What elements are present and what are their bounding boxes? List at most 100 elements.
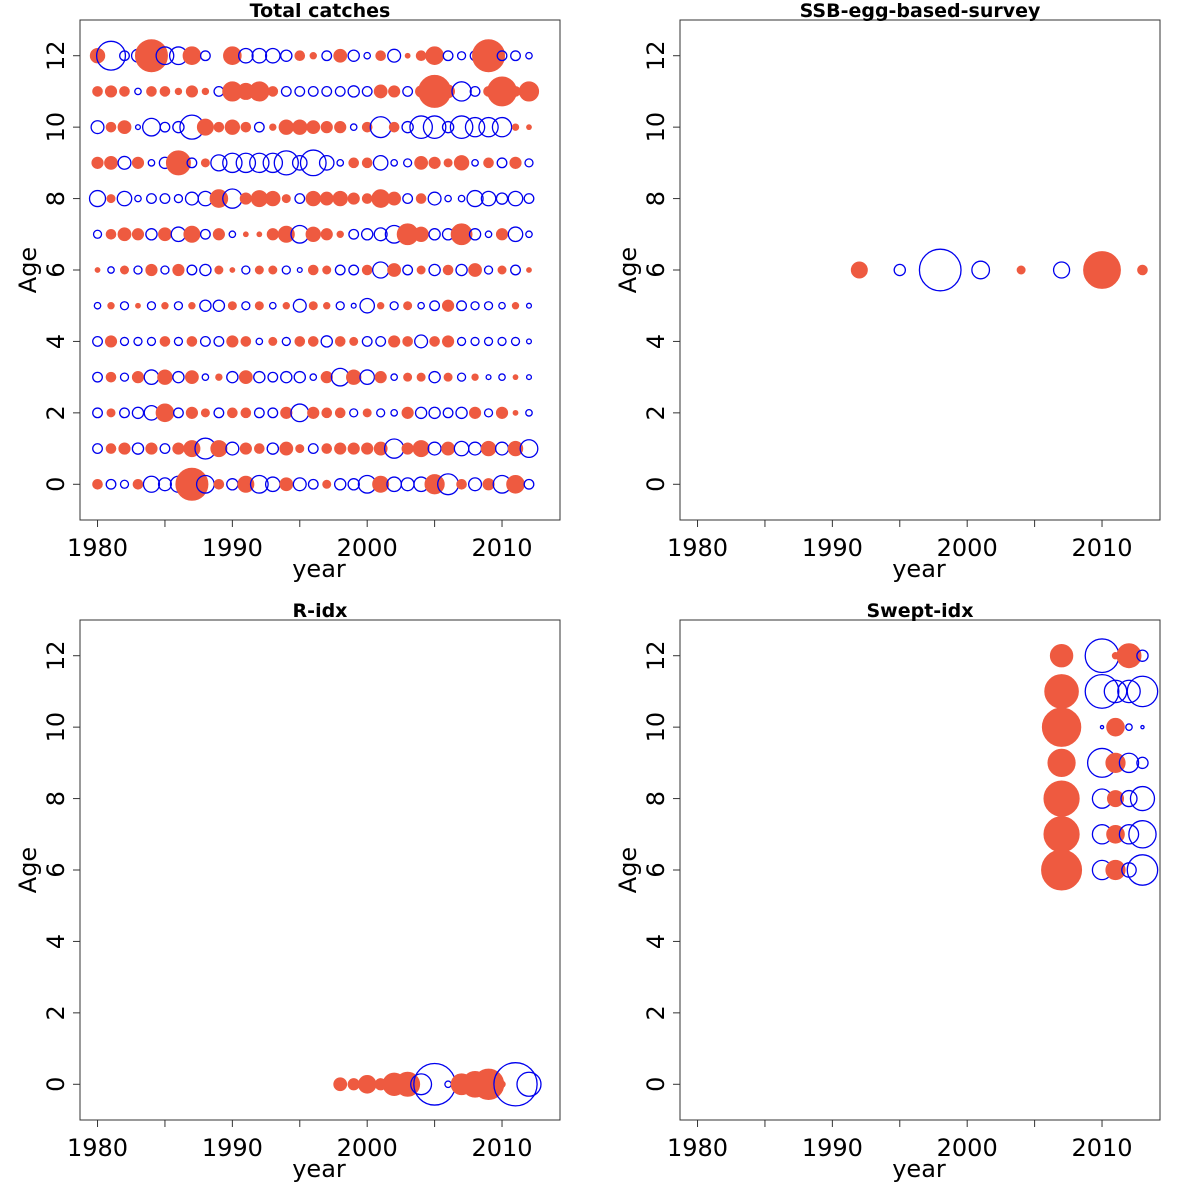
positive-residual-bubble — [373, 441, 388, 456]
negative-residual-bubble — [213, 335, 225, 347]
negative-residual-bubble — [456, 336, 467, 347]
positive-residual-bubble — [105, 371, 117, 383]
negative-residual-bubble — [389, 301, 399, 311]
negative-residual-bubble — [428, 406, 441, 420]
negative-residual-bubble — [133, 336, 143, 347]
negative-residual-bubble — [470, 336, 480, 347]
y-axis-label: Age — [614, 847, 642, 893]
negative-residual-bubble — [417, 301, 425, 310]
negative-residual-bubble — [1140, 724, 1145, 730]
y-tick-label: 6 — [42, 862, 70, 877]
positive-residual-bubble — [1044, 674, 1079, 709]
negative-residual-bubble — [290, 403, 310, 423]
negative-residual-bubble — [119, 372, 130, 382]
positive-residual-bubble — [441, 335, 455, 348]
negative-residual-bubble — [464, 116, 486, 138]
positive-residual-bubble — [294, 336, 306, 347]
negative-residual-bubble — [155, 46, 175, 66]
positive-residual-bubble — [172, 442, 185, 455]
negative-residual-bubble — [483, 408, 494, 418]
positive-residual-bubble — [498, 1080, 506, 1088]
negative-residual-bubble — [453, 440, 470, 457]
positive-residual-bubble — [507, 440, 524, 457]
negative-residual-bubble — [372, 155, 389, 171]
positive-residual-bubble — [92, 86, 103, 97]
negative-residual-bubble — [117, 155, 132, 170]
negative-residual-bubble — [172, 370, 185, 384]
y-tick-label: 4 — [42, 334, 70, 349]
positive-residual-bubble — [200, 408, 210, 418]
negative-residual-bubble — [1125, 723, 1133, 731]
bubble-group — [850, 248, 1148, 292]
x-tick-label: 1980 — [67, 1134, 128, 1162]
positive-residual-bubble — [254, 443, 265, 454]
negative-residual-bubble — [90, 120, 105, 135]
positive-residual-bubble — [401, 406, 414, 419]
negative-residual-bubble — [146, 301, 157, 311]
negative-residual-bubble — [402, 264, 414, 276]
positive-residual-bubble — [1105, 859, 1126, 881]
negative-residual-bubble — [893, 263, 907, 277]
positive-residual-bubble — [172, 263, 185, 277]
positive-residual-bubble — [105, 121, 117, 133]
negative-residual-bubble — [280, 49, 293, 62]
positive-residual-bubble — [131, 228, 145, 241]
negative-residual-bubble — [348, 228, 360, 240]
positive-residual-bubble — [294, 50, 306, 62]
positive-residual-bubble — [155, 403, 175, 423]
negative-residual-bubble — [498, 301, 506, 310]
positive-residual-bubble — [483, 157, 494, 169]
negative-residual-bubble — [266, 442, 280, 455]
negative-residual-bubble — [199, 50, 211, 62]
positive-residual-bubble — [1107, 790, 1125, 808]
positive-residual-bubble — [292, 119, 308, 135]
positive-residual-bubble — [441, 84, 455, 99]
negative-residual-bubble — [402, 158, 413, 168]
negative-residual-bubble — [524, 158, 534, 168]
positive-residual-bubble — [512, 409, 519, 416]
y-tick-label: 12 — [42, 40, 70, 71]
positive-residual-bubble — [268, 265, 278, 275]
negative-residual-bubble — [134, 87, 142, 96]
negative-residual-bubble — [92, 335, 103, 347]
negative-residual-bubble — [134, 194, 142, 203]
positive-residual-bubble — [320, 371, 333, 384]
positive-residual-bubble — [441, 441, 455, 456]
positive-residual-bubble — [132, 478, 144, 490]
panel-title: Swept-idx — [866, 600, 973, 622]
negative-residual-bubble — [307, 478, 319, 490]
positive-residual-bubble — [371, 189, 390, 208]
negative-residual-bubble — [498, 373, 506, 381]
positive-residual-bubble — [105, 228, 117, 240]
positive-residual-bubble — [403, 372, 413, 382]
positive-residual-bubble — [374, 371, 387, 384]
negative-residual-bubble — [350, 302, 357, 309]
negative-residual-bubble — [402, 193, 414, 205]
positive-residual-bubble — [183, 225, 201, 243]
y-tick-label: 0 — [42, 477, 70, 492]
negative-residual-bubble — [456, 300, 468, 312]
negative-residual-bubble — [159, 193, 171, 205]
negative-residual-bubble — [468, 441, 483, 456]
x-tick-label: 2010 — [471, 534, 532, 562]
positive-residual-bubble — [347, 192, 360, 205]
positive-residual-bubble — [443, 372, 453, 382]
positive-residual-bubble — [456, 478, 467, 490]
negative-residual-bubble — [237, 47, 254, 64]
negative-residual-bubble — [1117, 679, 1141, 704]
positive-residual-bubble — [240, 121, 252, 133]
positive-residual-bubble — [307, 336, 319, 347]
negative-residual-bubble — [88, 189, 107, 208]
positive-residual-bubble — [226, 335, 239, 348]
positive-residual-bubble — [401, 442, 414, 455]
negative-residual-bubble — [299, 149, 327, 177]
negative-residual-bubble — [255, 337, 264, 346]
negative-residual-bubble — [510, 264, 521, 276]
positive-residual-bubble — [495, 228, 509, 241]
negative-residual-bubble — [1126, 675, 1159, 708]
positive-residual-bubble — [117, 120, 132, 135]
positive-residual-bubble — [295, 444, 305, 454]
negative-residual-bubble — [523, 478, 535, 490]
negative-residual-bubble — [516, 1071, 542, 1097]
positive-residual-bubble — [319, 191, 334, 206]
